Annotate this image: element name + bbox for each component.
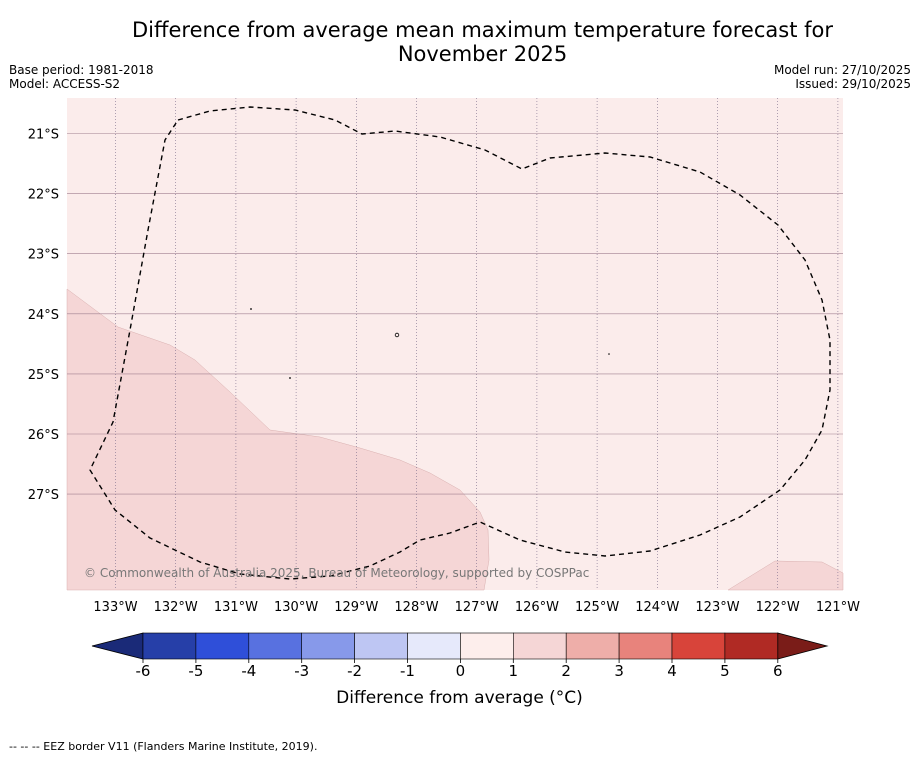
longitude-label: 123°W <box>695 600 739 615</box>
island-marker <box>394 332 400 338</box>
warm-region-southeast <box>727 560 844 591</box>
colorbar-tick-label: -1 <box>400 662 415 680</box>
colorbar-segment <box>248 632 303 660</box>
latitude-label: 26°S <box>28 428 59 443</box>
colorbar-tick-label: 1 <box>509 662 519 680</box>
latitude-label: 27°S <box>28 488 59 503</box>
colorbar-tick-label: 4 <box>667 662 677 680</box>
colorbar-segment <box>301 632 355 660</box>
island-marker <box>289 377 291 379</box>
longitude-label: 131°W <box>214 600 258 615</box>
colorbar-tick-label: 5 <box>720 662 730 680</box>
warm-region-southwest <box>66 288 490 591</box>
colorbar-tick-label: -6 <box>136 662 151 680</box>
colorbar-tick-label: -4 <box>241 662 256 680</box>
longitude-label: 127°W <box>455 600 499 615</box>
latitude-labels: 21°S 22°S 23°S 24°S 25°S 26°S 27°S <box>28 128 59 504</box>
longitude-label: 129°W <box>334 600 378 615</box>
base-period: Base period: 1981-2018 <box>9 63 154 77</box>
colorbar-tick-label: 6 <box>773 662 783 680</box>
colorbar-segment <box>460 632 514 660</box>
colorbar-label: Difference from average (°C) <box>336 688 583 708</box>
longitude-label: 121°W <box>816 600 860 615</box>
colorbar-segment <box>195 632 250 660</box>
longitude-label: 128°W <box>394 600 438 615</box>
longitude-label: 133°W <box>93 600 137 615</box>
colorbar-tick-label: 3 <box>614 662 624 680</box>
colorbar-low-extend <box>91 632 144 660</box>
longitude-label: 122°W <box>756 600 800 615</box>
colorbar-segment <box>724 632 779 660</box>
meta-right: Model run: 27/10/2025 Issued: 29/10/2025 <box>774 63 911 91</box>
latitude-label: 24°S <box>28 308 59 323</box>
warm-anomaly-regions <box>66 288 844 591</box>
latitude-label: 23°S <box>28 248 59 263</box>
colorbar-segment <box>618 632 673 660</box>
title-line-1: Difference from average mean maximum tem… <box>132 18 833 42</box>
graticule <box>67 98 843 590</box>
longitude-label: 130°W <box>274 600 318 615</box>
colorbar-segment <box>565 632 620 660</box>
longitude-labels: 133°W 132°W 131°W 130°W 129°W 128°W 127°W 126°W… <box>93 600 860 615</box>
colorbar-tick-label: -5 <box>188 662 203 680</box>
colorbar-segment <box>354 632 408 660</box>
copyright-notice: © Commonwealth of Australia 2025, Bureau… <box>84 566 589 580</box>
colorbar: -6 -5 -4 -3 -2 -1 0 1 2 3 4 5 6 <box>91 632 829 680</box>
latitude-label: 22°S <box>28 188 59 203</box>
eez-legend-note: -- -- -- EEZ border V11 (Flanders Marine… <box>9 740 318 753</box>
longitude-label: 125°W <box>575 600 619 615</box>
longitude-label: 126°W <box>515 600 559 615</box>
latitude-label: 21°S <box>28 128 59 143</box>
colorbar-segment <box>671 632 726 660</box>
longitude-label: 132°W <box>154 600 198 615</box>
colorbar-segment <box>512 632 567 660</box>
model-name: Model: ACCESS-S2 <box>9 77 121 91</box>
colorbar-segment <box>142 632 197 660</box>
colorbar-tick-label: -3 <box>294 662 309 680</box>
longitude-label: 124°W <box>635 600 679 615</box>
chart-title: Difference from average mean maximum tem… <box>0 18 919 66</box>
colorbar-tick-label: 0 <box>456 662 466 680</box>
colorbar-tick-label: 2 <box>561 662 571 680</box>
title-line-2: November 2025 <box>397 42 568 66</box>
colorbar-tick-label: -2 <box>347 662 362 680</box>
eez-border <box>89 106 831 580</box>
latitude-label: 25°S <box>28 368 59 383</box>
meta-left: Base period: 1981-2018 Model: ACCESS-S2 <box>9 63 154 91</box>
model-run: Model run: 27/10/2025 <box>773 63 911 77</box>
island-marker <box>250 308 252 310</box>
colorbar-high-extend <box>777 632 829 660</box>
island-marker <box>608 353 610 355</box>
colorbar-segment <box>407 632 461 660</box>
issued-date: Issued: 29/10/2025 <box>795 77 911 91</box>
